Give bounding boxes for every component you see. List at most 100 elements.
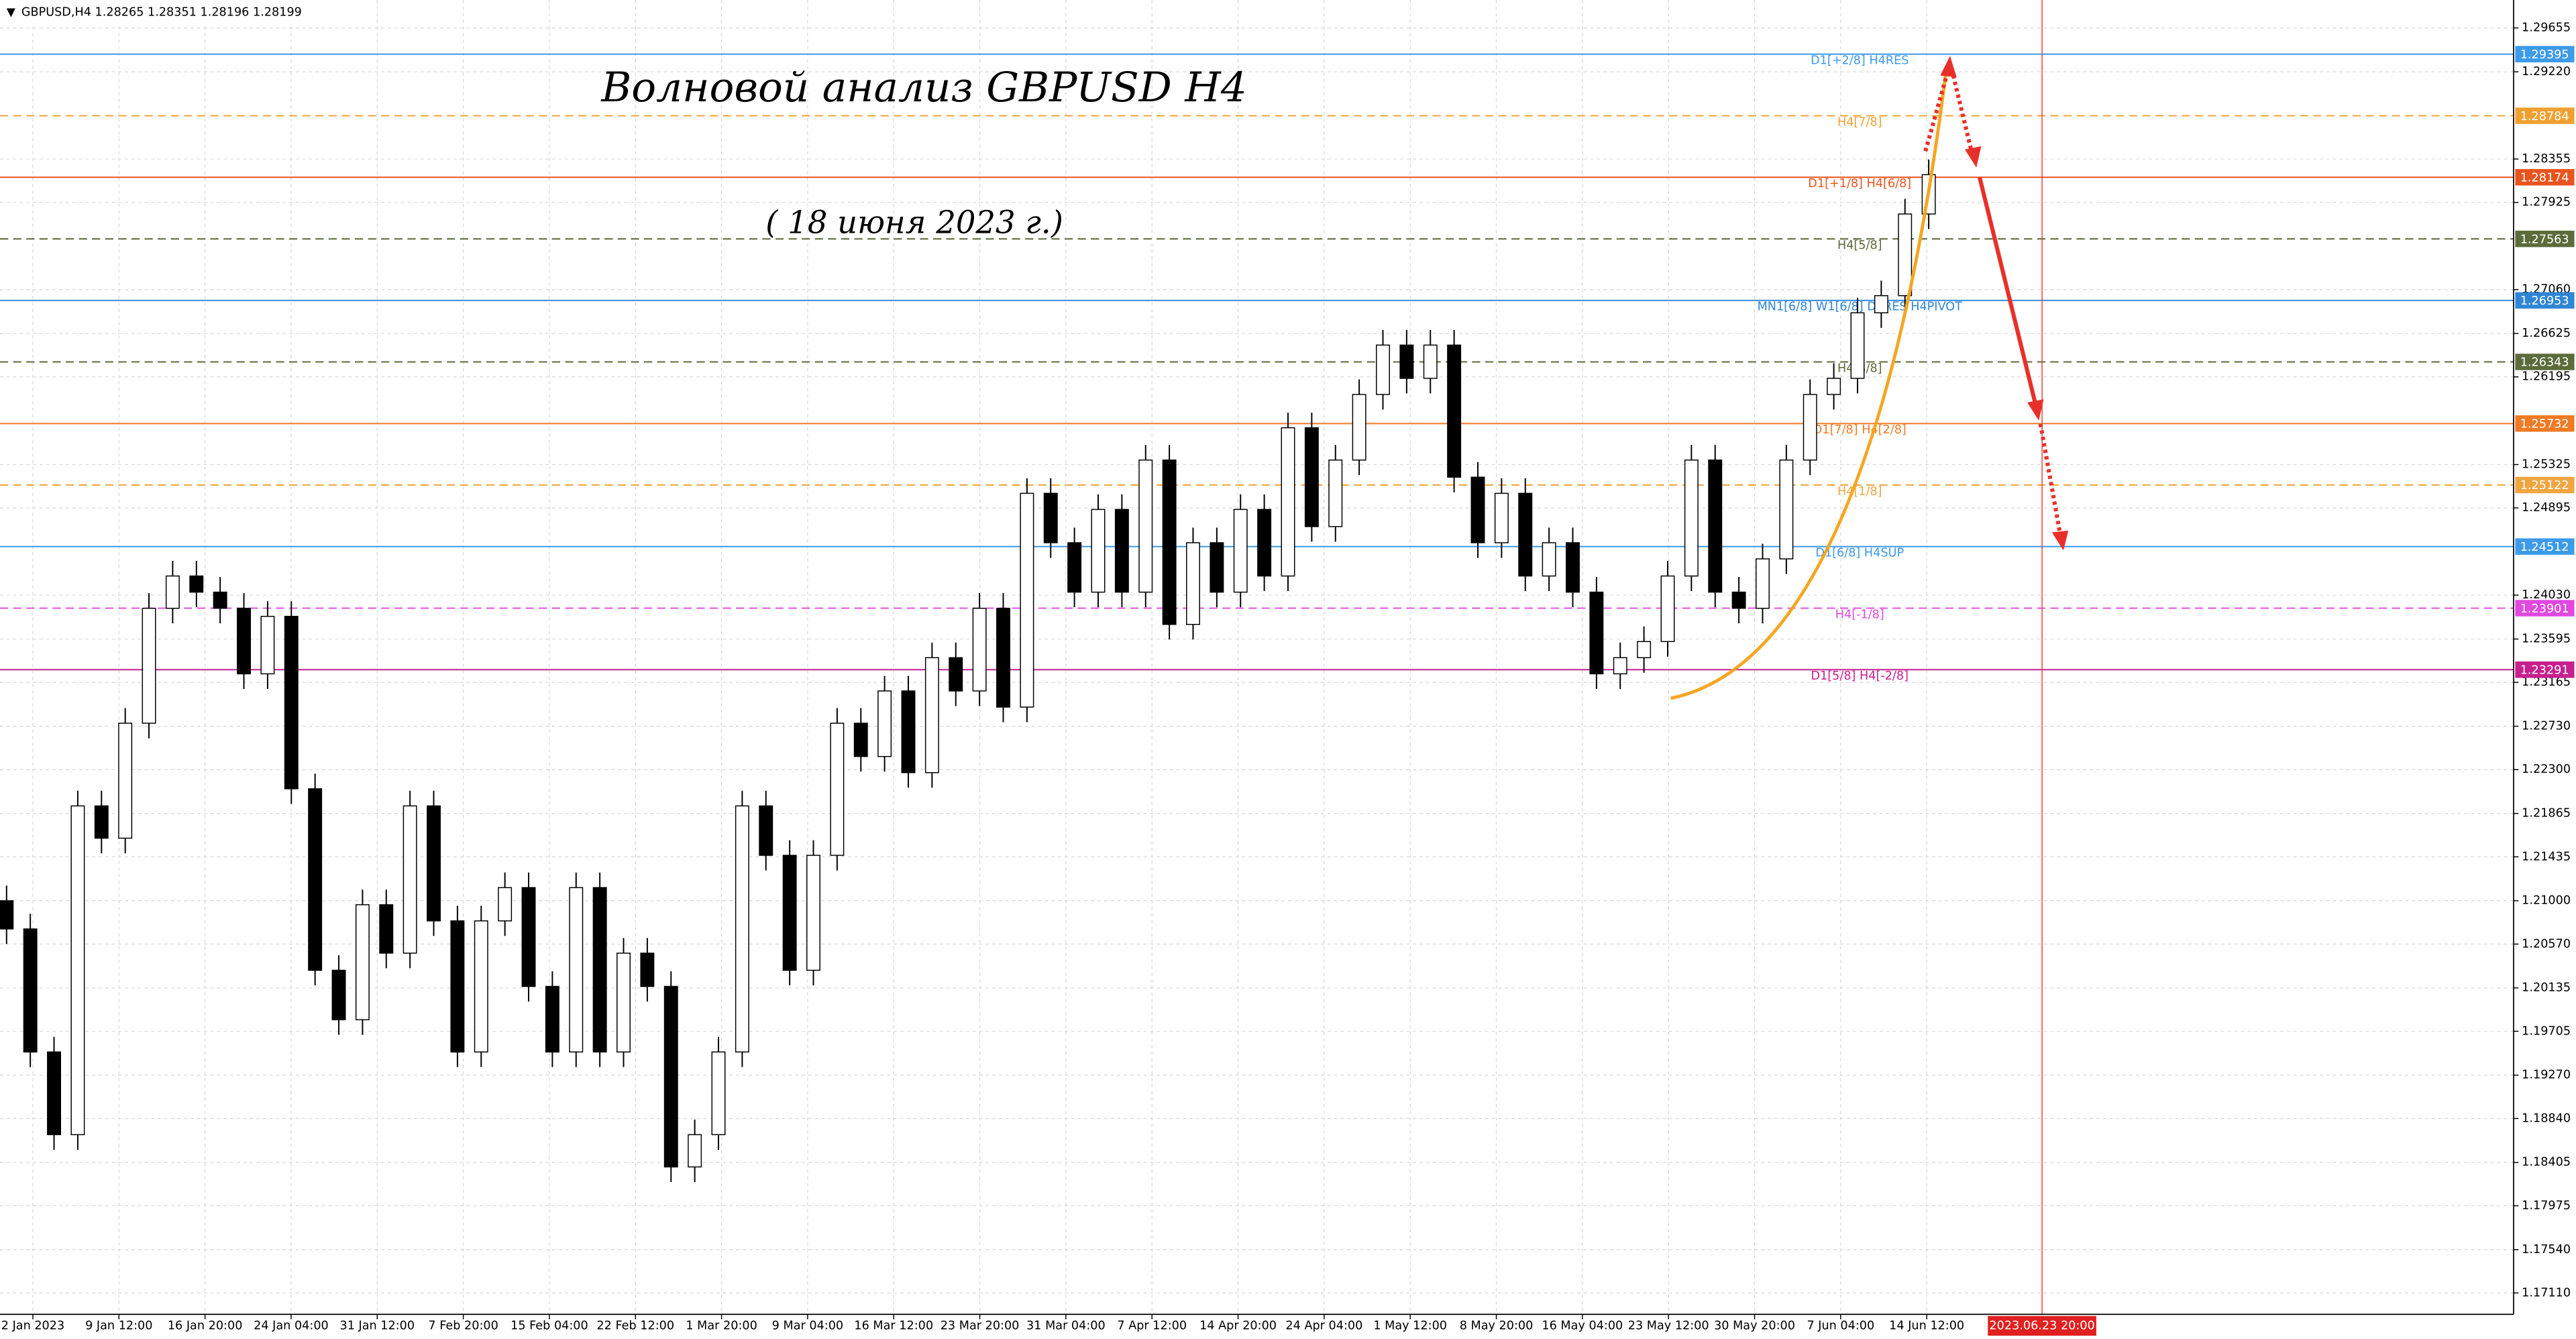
candle-body [402,805,417,954]
x-tick-label: 16 Mar 12:00 [854,1319,933,1332]
candle-body [663,985,678,1168]
candle-body [498,887,513,922]
candle-body [877,690,892,757]
x-tick-label: 14 Apr 20:00 [1199,1319,1277,1332]
candle-body [189,575,204,593]
arrow-down [1949,68,1974,152]
candle-body [901,690,916,773]
candle-body [1091,508,1106,593]
y-tick-label: 1.27925 [2522,196,2571,209]
cursor-label-box [1988,1316,2096,1336]
candle-body [1589,591,1604,675]
x-tick-label: 23 Mar 20:00 [941,1319,1020,1332]
candle-body [1660,575,1675,643]
y-tick-label: 1.17110 [2522,1286,2571,1299]
candle-body [450,920,465,1053]
candle-body [1281,427,1295,577]
candle-body [118,722,133,839]
level-price-box [2515,354,2575,370]
candle-body [972,607,987,692]
candle-body [1233,508,1248,593]
level-label: H4[5/8] [1837,239,1882,252]
candle-body [1637,641,1652,659]
candle-body [735,805,749,1053]
y-tick-label: 1.25325 [2522,458,2571,472]
candle-body [806,855,820,971]
level-price-box [2515,107,2575,124]
candle-body [545,985,559,1053]
candle-body [759,805,773,856]
candle-body [284,616,299,790]
candle-body [1494,492,1509,543]
x-tick-label: 16 Jan 20:00 [168,1319,243,1332]
candle-body [47,1051,62,1136]
level-price: 1.27563 [2520,233,2569,246]
y-tick-label: 1.20135 [2522,981,2571,995]
x-tick-label: 31 Jan 12:00 [339,1319,415,1332]
level-price: 1.26953 [2520,294,2569,308]
candle-body [0,900,14,930]
arrow-down [1978,176,2038,405]
level-price: 1.23291 [2520,663,2569,677]
candle-body [949,657,963,692]
y-tick-label: 1.18405 [2522,1156,2571,1169]
level-price-box [2515,415,2575,432]
candle-body [1020,492,1034,708]
candle-body [474,920,488,1053]
candle-body [1162,460,1177,625]
level-price: 1.25122 [2520,479,2569,492]
x-tick-label: 1 Mar 20:00 [686,1319,757,1332]
level-price-box [2515,169,2575,186]
candle-body [1518,492,1533,577]
candle-body [1708,460,1723,593]
arrow-down [2038,423,2063,535]
candle-body [1304,427,1319,527]
candle-body [1138,460,1153,593]
level-price-box [2515,600,2575,617]
chart-title: Волновой анализ GBPUSD H4 [600,64,1246,111]
y-tick-label: 1.22730 [2522,720,2571,733]
candle-body [1210,542,1224,593]
candle-body [1114,508,1129,593]
candle-body [1257,508,1272,577]
x-tick-label: 23 May 12:00 [1628,1319,1709,1332]
arrowhead [1964,146,1982,168]
candle-body [1447,344,1462,478]
candle-body [1756,558,1770,609]
cursor-label: 2023.06.23 20:00 [1989,1319,2094,1332]
candle-body [1850,312,1865,379]
y-tick-label: 1.26195 [2522,370,2571,384]
candle-body [569,887,584,1053]
candle-body [427,805,441,922]
candle-body [213,591,227,609]
candle-body [1731,591,1746,609]
y-tick-label: 1.21435 [2522,850,2571,863]
candle-body [1613,657,1627,675]
y-tick-label: 1.29220 [2522,65,2571,78]
level-price: 1.23901 [2520,602,2569,616]
candle-body [331,969,346,1020]
candle-body [1779,460,1794,559]
candle-body [260,616,275,675]
level-price-box [2515,230,2575,248]
y-tick-label: 1.22300 [2522,763,2571,776]
level-label: MN1[6/8] W1[6/8] D1RES H4PIVOT [1758,301,1963,314]
candle-body [1067,542,1082,593]
candle-body [1684,460,1699,577]
x-tick-label: 7 Feb 20:00 [428,1319,498,1332]
level-price-box [2515,476,2575,494]
candle-body [1043,492,1058,543]
candle-body [616,953,631,1053]
arrowhead [2051,531,2069,551]
level-label: D1[7/8] H4[2/8] [1813,423,1907,437]
x-tick-label: 1 May 12:00 [1373,1319,1447,1332]
level-label: D1[+2/8] H4RES [1811,54,1909,68]
candle-body [23,928,38,1053]
y-tick-label: 1.23595 [2522,633,2571,646]
candle-body [142,607,156,724]
candle-body [1186,542,1200,625]
level-price: 1.25732 [2520,418,2569,431]
grid [0,0,2514,1315]
candle-body [592,887,607,1053]
level-label: D1[+1/8] H4[6/8] [1808,177,1911,191]
